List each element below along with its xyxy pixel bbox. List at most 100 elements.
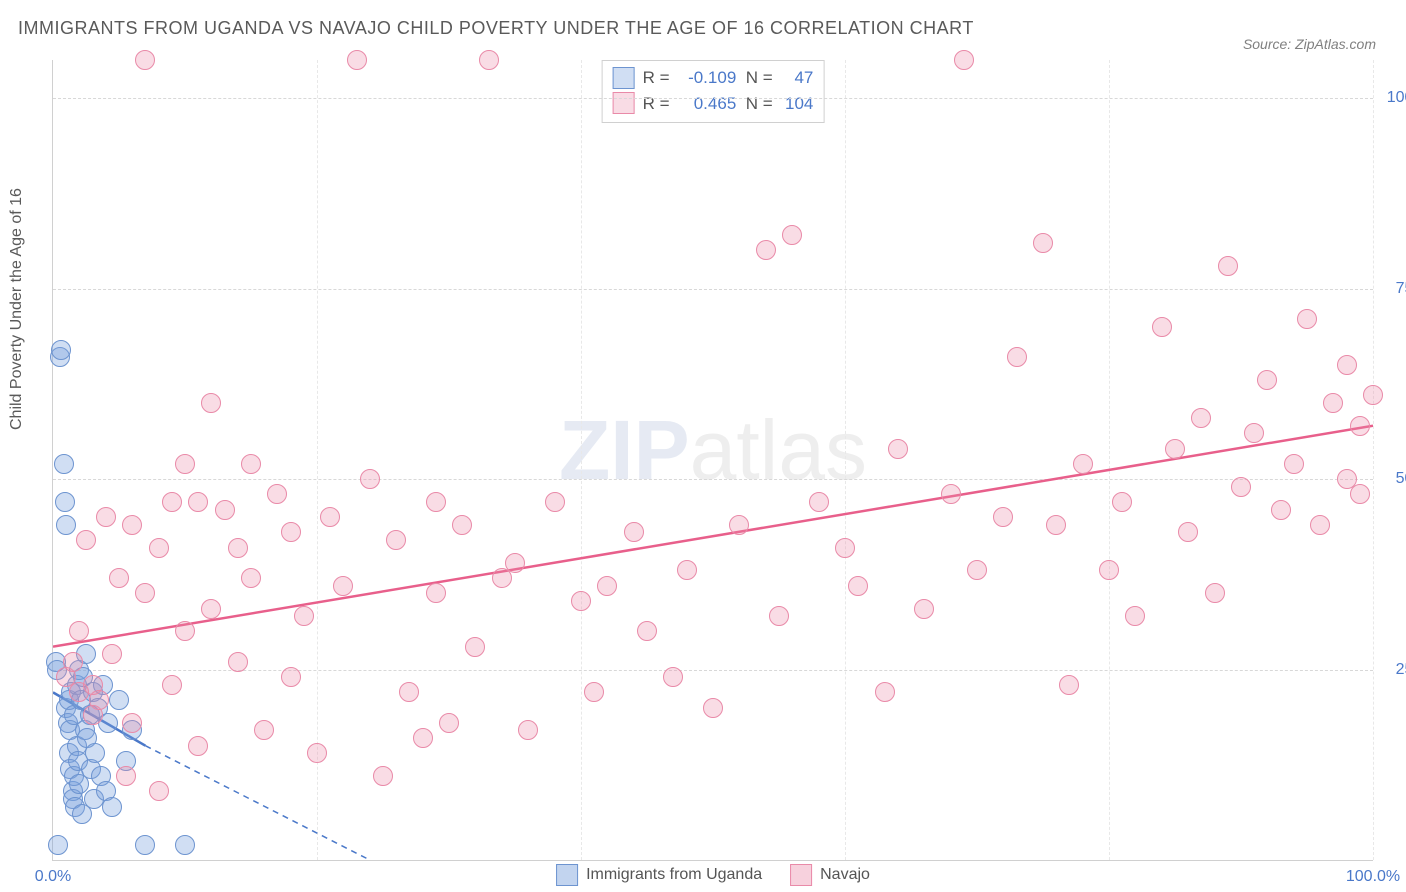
legend-label: Immigrants from Uganda bbox=[586, 866, 762, 884]
scatter-point bbox=[89, 690, 109, 710]
legend-swatch bbox=[790, 864, 812, 886]
scatter-point bbox=[1310, 515, 1330, 535]
scatter-point bbox=[135, 835, 155, 855]
scatter-point bbox=[518, 720, 538, 740]
scatter-point bbox=[175, 835, 195, 855]
legend-item: Navajo bbox=[790, 864, 870, 886]
scatter-point bbox=[703, 698, 723, 718]
y-tick-label: 75.0% bbox=[1381, 280, 1406, 298]
scatter-point bbox=[109, 568, 129, 588]
scatter-point bbox=[386, 530, 406, 550]
scatter-point bbox=[215, 500, 235, 520]
scatter-point bbox=[584, 682, 604, 702]
scatter-point bbox=[769, 606, 789, 626]
scatter-point bbox=[360, 469, 380, 489]
scatter-point bbox=[48, 835, 68, 855]
scatter-point bbox=[637, 621, 657, 641]
scatter-point bbox=[1125, 606, 1145, 626]
scatter-point bbox=[1099, 560, 1119, 580]
scatter-point bbox=[1046, 515, 1066, 535]
scatter-point bbox=[888, 439, 908, 459]
scatter-point bbox=[333, 576, 353, 596]
scatter-point bbox=[993, 507, 1013, 527]
scatter-point bbox=[505, 553, 525, 573]
scatter-point bbox=[162, 675, 182, 695]
scatter-plot: ZIPatlas R = -0.109 N = 47R = 0.465 N = … bbox=[52, 60, 1373, 861]
scatter-point bbox=[875, 682, 895, 702]
scatter-point bbox=[241, 454, 261, 474]
scatter-point bbox=[116, 766, 136, 786]
scatter-point bbox=[281, 667, 301, 687]
scatter-point bbox=[1323, 393, 1343, 413]
scatter-point bbox=[452, 515, 472, 535]
scatter-point bbox=[426, 583, 446, 603]
y-tick-label: 100.0% bbox=[1381, 89, 1406, 107]
scatter-point bbox=[399, 682, 419, 702]
legend-item: Immigrants from Uganda bbox=[556, 864, 762, 886]
scatter-point bbox=[465, 637, 485, 657]
scatter-point bbox=[122, 515, 142, 535]
scatter-point bbox=[1284, 454, 1304, 474]
scatter-point bbox=[1350, 484, 1370, 504]
scatter-point bbox=[56, 515, 76, 535]
scatter-point bbox=[149, 781, 169, 801]
gridline-vertical bbox=[1373, 60, 1374, 860]
y-tick-label: 50.0% bbox=[1381, 470, 1406, 488]
scatter-point bbox=[254, 720, 274, 740]
scatter-point bbox=[1165, 439, 1185, 459]
legend-bottom: Immigrants from Uganda Navajo bbox=[556, 864, 870, 886]
chart-source: Source: ZipAtlas.com bbox=[1243, 36, 1376, 52]
scatter-point bbox=[109, 690, 129, 710]
scatter-point bbox=[175, 621, 195, 641]
scatter-point bbox=[122, 713, 142, 733]
scatter-point bbox=[941, 484, 961, 504]
scatter-point bbox=[1152, 317, 1172, 337]
scatter-point bbox=[1297, 309, 1317, 329]
scatter-point bbox=[320, 507, 340, 527]
y-axis-label: Child Poverty Under the Age of 16 bbox=[8, 188, 26, 430]
scatter-point bbox=[663, 667, 683, 687]
scatter-point bbox=[1191, 408, 1211, 428]
scatter-point bbox=[1231, 477, 1251, 497]
scatter-point bbox=[51, 340, 71, 360]
scatter-point bbox=[281, 522, 301, 542]
scatter-point bbox=[175, 454, 195, 474]
scatter-point bbox=[439, 713, 459, 733]
scatter-point bbox=[188, 492, 208, 512]
scatter-point bbox=[756, 240, 776, 260]
scatter-point bbox=[55, 492, 75, 512]
scatter-point bbox=[188, 736, 208, 756]
scatter-point bbox=[1112, 492, 1132, 512]
scatter-point bbox=[1033, 233, 1053, 253]
scatter-point bbox=[413, 728, 433, 748]
scatter-point bbox=[1257, 370, 1277, 390]
scatter-point bbox=[479, 50, 499, 70]
scatter-point bbox=[228, 652, 248, 672]
scatter-point bbox=[914, 599, 934, 619]
scatter-point bbox=[102, 644, 122, 664]
scatter-point bbox=[954, 50, 974, 70]
scatter-point bbox=[1337, 355, 1357, 375]
scatter-point bbox=[426, 492, 446, 512]
scatter-point bbox=[54, 454, 74, 474]
x-tick-label: 100.0% bbox=[1346, 868, 1400, 886]
scatter-point bbox=[63, 652, 83, 672]
scatter-point bbox=[201, 393, 221, 413]
scatter-point bbox=[1059, 675, 1079, 695]
scatter-point bbox=[624, 522, 644, 542]
scatter-point bbox=[835, 538, 855, 558]
scatter-point bbox=[294, 606, 314, 626]
scatter-point bbox=[1205, 583, 1225, 603]
scatter-point bbox=[597, 576, 617, 596]
scatter-point bbox=[135, 583, 155, 603]
scatter-point bbox=[85, 743, 105, 763]
scatter-point bbox=[307, 743, 327, 763]
scatter-point bbox=[1007, 347, 1027, 367]
scatter-point bbox=[1218, 256, 1238, 276]
scatter-point bbox=[102, 797, 122, 817]
scatter-point bbox=[69, 621, 89, 641]
scatter-point bbox=[571, 591, 591, 611]
scatter-point bbox=[149, 538, 169, 558]
chart-title: IMMIGRANTS FROM UGANDA VS NAVAJO CHILD P… bbox=[18, 18, 974, 39]
scatter-point bbox=[347, 50, 367, 70]
